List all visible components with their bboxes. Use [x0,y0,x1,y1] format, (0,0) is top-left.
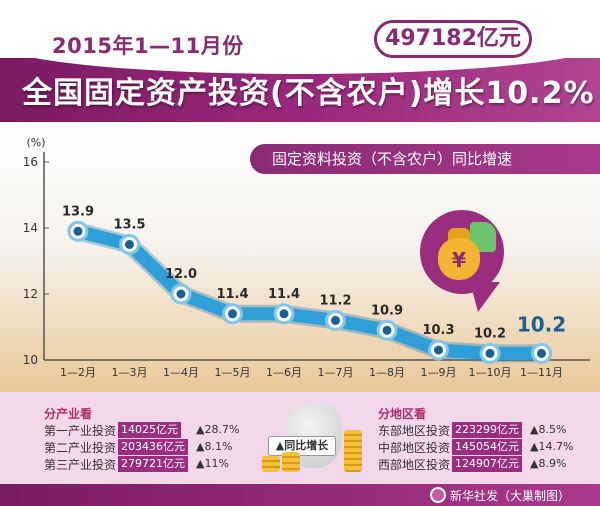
main-title: 全国固定资产投资(不含农户)增长10.2% [22,76,595,111]
data-label: 11.4 [216,287,248,302]
data-label: 10.2 [474,326,506,341]
data-label: 10.9 [371,303,403,318]
coin-stack-icon [262,456,280,472]
chart-title-banner: 固定资料投资（不含农户）同比增速 [250,144,600,174]
region-row-growth: ▲14.7% [530,440,574,453]
region-row-label: 东部地区投资 [378,424,451,438]
region-section-title: 分地区看 [378,407,427,421]
region-row-value: 223299亿元 [452,422,522,438]
region-row-label: 中部地区投资 [378,441,451,455]
region-row-label: 西部地区投资 [378,458,451,472]
data-point-center [434,345,443,355]
bubble-tail [470,282,500,312]
y-tick-label: 16 [23,155,38,169]
y-axis-unit-label: (%) [26,136,45,149]
data-point-center [279,309,289,319]
y-tick-label: 10 [23,353,38,367]
coin-stack-icon [282,452,300,472]
x-tick-label: 1—6月 [266,366,302,379]
xinhua-logo-icon [430,487,446,503]
series-line [71,224,548,360]
footer-bar [0,484,600,506]
data-label: 11.4 [268,287,300,302]
x-tick-label: 1—11月 [520,366,563,379]
data-point-center [176,289,186,299]
x-tick-label: 1—9月 [421,366,457,379]
region-row-value: 145054亿元 [452,439,522,455]
data-label: 10.2 [517,312,566,336]
data-point-center [73,226,83,236]
x-tick-label: 1—2月 [60,366,96,379]
x-tick-label: 1—8月 [369,366,405,379]
region-row-value: 124907亿元 [452,456,522,472]
data-label: 12.0 [165,267,197,282]
data-point-center [125,240,134,249]
industry-row-value: 203436亿元 [118,439,188,455]
data-label: 10.3 [422,323,454,338]
line-chart: (%) 10 12 14 16 1—2月 1—3月 1—4月 1—5月 1—6月 1—7月 1—8月 1… [23,136,590,379]
data-label: 13.5 [113,218,145,233]
coin-stack-icon [344,430,362,472]
y-tick-label: 12 [23,287,38,301]
period-subtitle: 2015年1—11月份 [52,34,244,58]
industry-row-growth: ▲28.7% [196,423,240,436]
data-point-center [382,325,392,335]
region-row-growth: ▲8.9% [530,457,567,470]
industry-row-label: 第二产业投资 [44,441,117,455]
y-tick-label: 14 [23,221,38,235]
x-tick-label: 1—3月 [112,366,148,379]
x-tick-label: 1—7月 [318,366,354,379]
industry-section-title: 分产业看 [44,407,93,421]
amount-badge: 497182亿元 [374,20,532,58]
data-point-center [485,348,495,358]
industry-row-value: 14025亿元 [118,422,181,438]
industry-row-growth: ▲8.1% [196,440,233,453]
footer-credit: 新华社发（大巢制图） [450,489,571,503]
data-point-center [228,309,237,319]
money-bag-icon: ¥ [438,238,480,280]
x-tick-label: 1—10月 [469,366,512,379]
industry-row-growth: ▲11% [196,457,229,470]
data-label: 13.9 [62,204,94,219]
x-tick-label: 1—5月 [215,366,251,379]
growth-legend-label: ▲同比增长 [268,436,336,456]
industry-row-label: 第一产业投资 [44,424,117,438]
data-point-center [331,315,340,325]
industry-row-value: 279721亿元 [118,456,188,472]
data-point-center [537,348,546,358]
x-tick-label: 1—4月 [163,366,199,379]
region-row-growth: ▲8.5% [530,423,567,436]
industry-row-label: 第三产业投资 [44,458,117,472]
data-label: 11.2 [319,293,351,308]
